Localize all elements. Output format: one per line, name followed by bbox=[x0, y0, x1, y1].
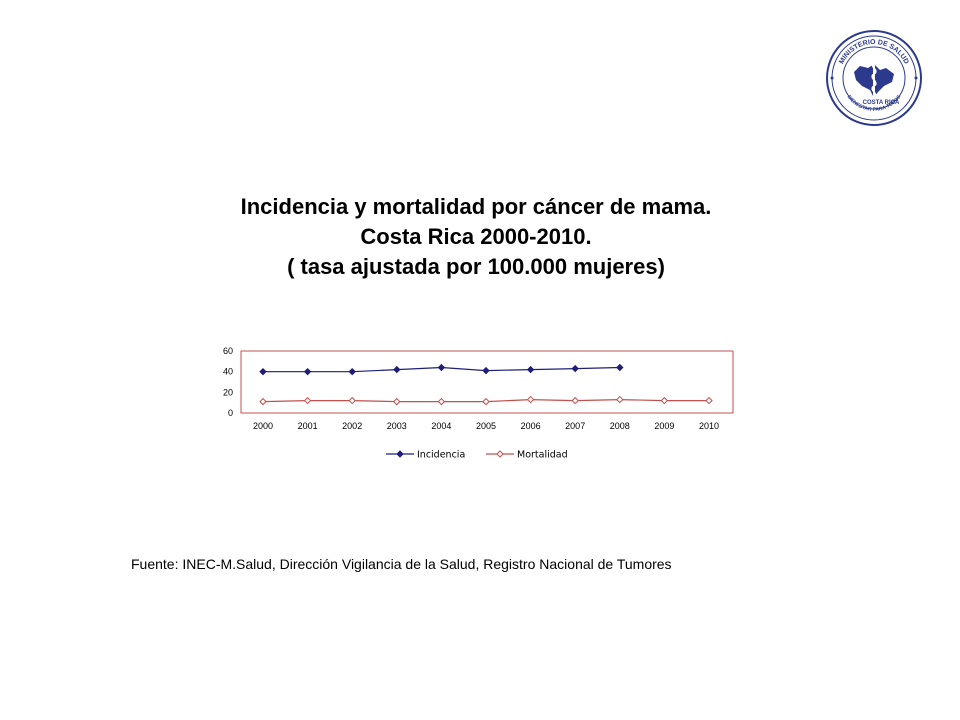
x-tick-label-8: 2008 bbox=[610, 421, 630, 431]
data-point-mortalidad-2002 bbox=[348, 396, 356, 405]
logo-text-country: COSTA RICA bbox=[863, 100, 900, 106]
data-point-incidencia-2003 bbox=[393, 365, 401, 374]
legend-label-incidencia: Incidencia bbox=[417, 450, 465, 461]
data-point-incidencia-2007 bbox=[571, 364, 579, 373]
data-point-incidencia-2008 bbox=[616, 363, 624, 372]
data-point-incidencia-2004 bbox=[437, 363, 446, 372]
data-point-incidencia-2006 bbox=[526, 365, 535, 374]
y-tick-label-2: 40 bbox=[223, 367, 233, 377]
source-note: Fuente: INEC-M.Salud, Dirección Vigilanc… bbox=[131, 556, 672, 572]
x-tick-label-3: 2003 bbox=[387, 421, 407, 431]
data-point-incidencia-2002 bbox=[348, 367, 356, 376]
x-tick-label-0: 2000 bbox=[253, 421, 273, 431]
data-point-incidencia-2000 bbox=[259, 367, 267, 376]
data-point-incidencia-2001 bbox=[303, 367, 312, 376]
data-point-incidencia-2005 bbox=[482, 366, 490, 375]
x-tick-label-5: 2005 bbox=[476, 421, 496, 431]
data-point-mortalidad-2003 bbox=[393, 397, 401, 406]
data-point-mortalidad-2008 bbox=[616, 395, 624, 404]
data-point-mortalidad-2001 bbox=[303, 396, 312, 405]
x-tick-label-7: 2007 bbox=[565, 421, 585, 431]
x-tick-label-1: 2001 bbox=[298, 421, 318, 431]
x-tick-label-10: 2010 bbox=[699, 421, 719, 431]
data-point-mortalidad-2007 bbox=[571, 396, 579, 405]
x-tick-label-9: 2009 bbox=[654, 421, 674, 431]
x-tick-label-2: 2002 bbox=[342, 421, 362, 431]
legend-marker-incidencia bbox=[396, 450, 404, 458]
data-point-mortalidad-2009 bbox=[660, 396, 669, 405]
x-tick-label-4: 2004 bbox=[431, 421, 451, 431]
ministerio-de-salud-seal-icon: MINISTERIO DE SALUD COSTA RICA BIENESTAR… bbox=[826, 30, 922, 126]
line-chart: 0 20 40 60 2000 2001 2002 2003 2004 2005 2006 2007 2… bbox=[223, 346, 734, 461]
data-point-mortalidad-2010 bbox=[705, 396, 713, 405]
y-tick-label-3: 60 bbox=[223, 346, 233, 356]
y-tick-label-1: 20 bbox=[223, 387, 233, 397]
title-line-3: ( tasa ajustada por 100.000 mujeres) bbox=[287, 254, 665, 279]
legend-label-mortalidad: Mortalidad bbox=[517, 450, 568, 461]
data-point-mortalidad-2004 bbox=[437, 397, 446, 406]
x-tick-label-6: 2006 bbox=[521, 421, 541, 431]
page-title: Incidencia y mortalidad por cáncer de ma… bbox=[120, 192, 832, 282]
data-point-mortalidad-2006 bbox=[526, 395, 535, 404]
ministerio-de-salud-logo: MINISTERIO DE SALUD COSTA RICA BIENESTAR… bbox=[824, 28, 924, 128]
data-point-mortalidad-2000 bbox=[259, 397, 267, 406]
title-line-1: Incidencia y mortalidad por cáncer de ma… bbox=[240, 194, 712, 219]
y-tick-label-0: 0 bbox=[228, 408, 233, 418]
title-line-2: Costa Rica 2000-2010. bbox=[360, 224, 592, 249]
data-point-mortalidad-2005 bbox=[482, 397, 490, 406]
legend-marker-mortalidad bbox=[496, 450, 504, 458]
